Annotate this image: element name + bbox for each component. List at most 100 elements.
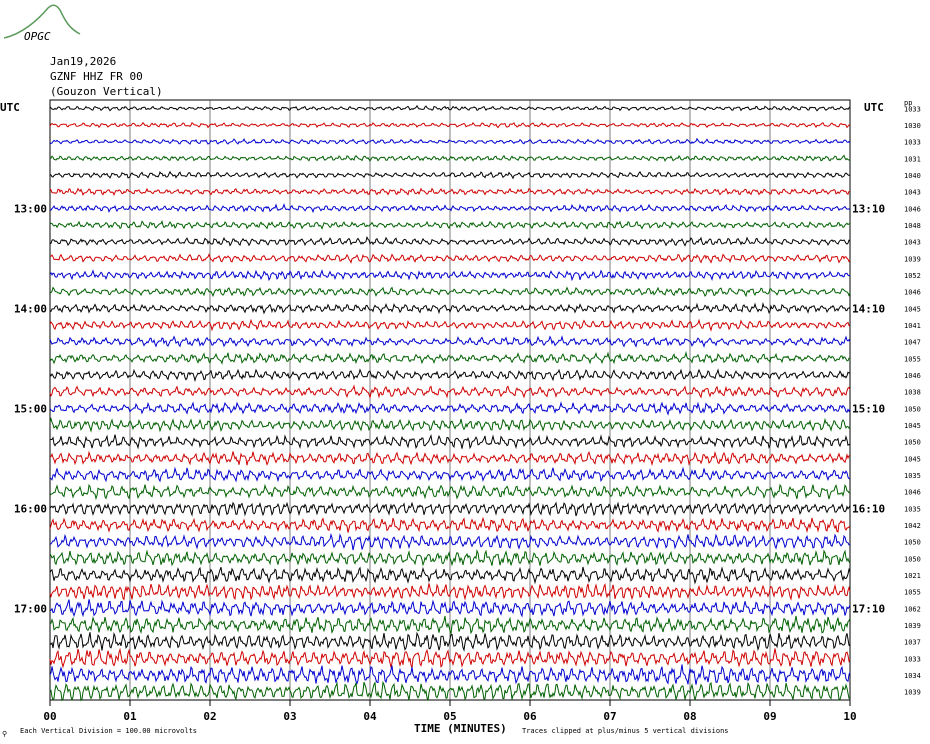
trace-line-10 — [49, 253, 851, 264]
pp-value-13: 1045 — [904, 305, 921, 313]
pp-value-20: 1045 — [904, 422, 921, 430]
x-tick-label: 09 — [763, 710, 776, 723]
trace-line-29 — [49, 566, 851, 585]
trace-line-13 — [49, 301, 851, 315]
trace-line-12 — [49, 286, 851, 298]
x-tick-label: 04 — [363, 710, 377, 723]
trace-line-7 — [49, 203, 851, 214]
pp-value-8: 1048 — [904, 222, 921, 230]
right-utc-label: UTC — [864, 101, 884, 114]
x-tick-label: 00 — [43, 710, 56, 723]
right-time-label: 15:10 — [852, 402, 885, 415]
x-tick-label: 10 — [843, 710, 856, 723]
scale-note: Each Vertical Division = 100.00 microvol… — [20, 727, 197, 735]
pp-value-12: 1046 — [904, 289, 921, 297]
logo-text: OPGC — [24, 30, 51, 43]
pp-value-27: 1050 — [904, 539, 921, 547]
pp-value-3: 1033 — [904, 139, 921, 147]
trace-line-14 — [49, 318, 851, 332]
pp-value-5: 1040 — [904, 172, 921, 180]
left-time-labels: 13:00 14:00 15:00 16:00 17:00 — [14, 202, 47, 615]
trace-line-15 — [49, 335, 851, 348]
trace-line-31 — [49, 599, 851, 618]
pp-value-14: 1041 — [904, 322, 921, 330]
pp-value-36: 1039 — [904, 689, 921, 697]
trace-line-23 — [49, 466, 851, 483]
logo-arc-icon — [3, 4, 81, 39]
trace-line-20 — [49, 417, 851, 433]
trace-line-35 — [49, 664, 851, 685]
seismic-traces — [49, 104, 851, 702]
trace-line-2 — [49, 121, 851, 129]
scale-marker: ⚲ — [2, 730, 7, 738]
pp-value-34: 1033 — [904, 655, 921, 663]
trace-line-25 — [49, 501, 851, 517]
pp-value-4: 1031 — [904, 155, 921, 163]
x-axis-ticks: 00 01 02 03 04 05 06 07 08 09 10 — [43, 700, 857, 723]
x-axis-label: TIME (MINUTES) — [414, 722, 507, 735]
left-time-label: 15:00 — [14, 402, 47, 415]
pp-labels: 1033 1030 1033 1031 1040 1043 1046 1048 1043 1039… — [904, 105, 921, 696]
pp-value-28: 1050 — [904, 555, 921, 563]
trace-line-18 — [49, 384, 851, 400]
x-tick-label: 01 — [123, 710, 137, 723]
trace-line-28 — [49, 548, 851, 567]
x-tick-label: 05 — [443, 710, 456, 723]
pp-value-19: 1050 — [904, 405, 921, 413]
trace-line-26 — [49, 516, 851, 534]
right-time-label: 14:10 — [852, 302, 885, 315]
trace-line-24 — [49, 483, 850, 501]
pp-value-22: 1045 — [904, 455, 921, 463]
right-time-label: 17:10 — [852, 602, 885, 615]
vertical-gridlines — [129, 100, 771, 700]
pp-value-29: 1021 — [904, 572, 921, 580]
pp-value-33: 1037 — [904, 639, 921, 647]
pp-value-25: 1035 — [904, 505, 921, 513]
pp-value-24: 1046 — [904, 489, 921, 497]
pp-value-21: 1050 — [904, 439, 921, 447]
pp-value-15: 1047 — [904, 339, 921, 347]
x-tick-label: 06 — [523, 710, 537, 723]
opgc-logo: OPGC — [3, 4, 81, 43]
left-time-label: 13:00 — [14, 202, 47, 215]
pp-value-7: 1046 — [904, 205, 921, 213]
trace-line-4 — [49, 154, 851, 162]
pp-value-2: 1030 — [904, 122, 921, 130]
trace-line-11 — [49, 269, 851, 282]
header-date: Jan19,2026 — [50, 55, 116, 68]
pp-column-label: pp — [904, 99, 912, 107]
trace-line-22 — [49, 450, 851, 467]
trace-line-3 — [49, 137, 851, 145]
trace-line-34 — [49, 647, 851, 669]
clip-note: Traces clipped at plus/minus 5 vertical … — [522, 727, 729, 735]
x-tick-label: 02 — [203, 710, 216, 723]
pp-value-31: 1062 — [904, 605, 921, 613]
header-station: GZNF HHZ FR 00 — [50, 70, 143, 83]
trace-line-6 — [49, 187, 851, 196]
right-time-labels: 13:10 14:10 15:10 16:10 17:10 — [852, 202, 885, 615]
pp-value-6: 1043 — [904, 189, 921, 197]
trace-line-16 — [49, 350, 851, 365]
pp-value-1: 1033 — [904, 105, 921, 113]
header-location: (Gouzon Vertical) — [50, 85, 163, 98]
right-time-label: 16:10 — [852, 502, 885, 515]
pp-value-26: 1042 — [904, 522, 921, 530]
x-tick-label: 03 — [283, 710, 296, 723]
trace-line-5 — [49, 170, 851, 180]
pp-value-16: 1055 — [904, 355, 921, 363]
trace-line-36 — [49, 680, 851, 702]
trace-line-19 — [49, 401, 851, 416]
trace-line-1 — [49, 104, 851, 112]
trace-line-21 — [50, 433, 851, 450]
trace-line-17 — [49, 368, 851, 383]
trace-line-9 — [49, 235, 851, 247]
pp-value-9: 1043 — [904, 239, 921, 247]
pp-value-10: 1039 — [904, 255, 921, 263]
trace-line-33 — [49, 631, 851, 652]
left-time-label: 14:00 — [14, 302, 47, 315]
trace-line-27 — [49, 532, 850, 551]
pp-value-17: 1046 — [904, 372, 921, 380]
x-tick-label: 07 — [603, 710, 616, 723]
